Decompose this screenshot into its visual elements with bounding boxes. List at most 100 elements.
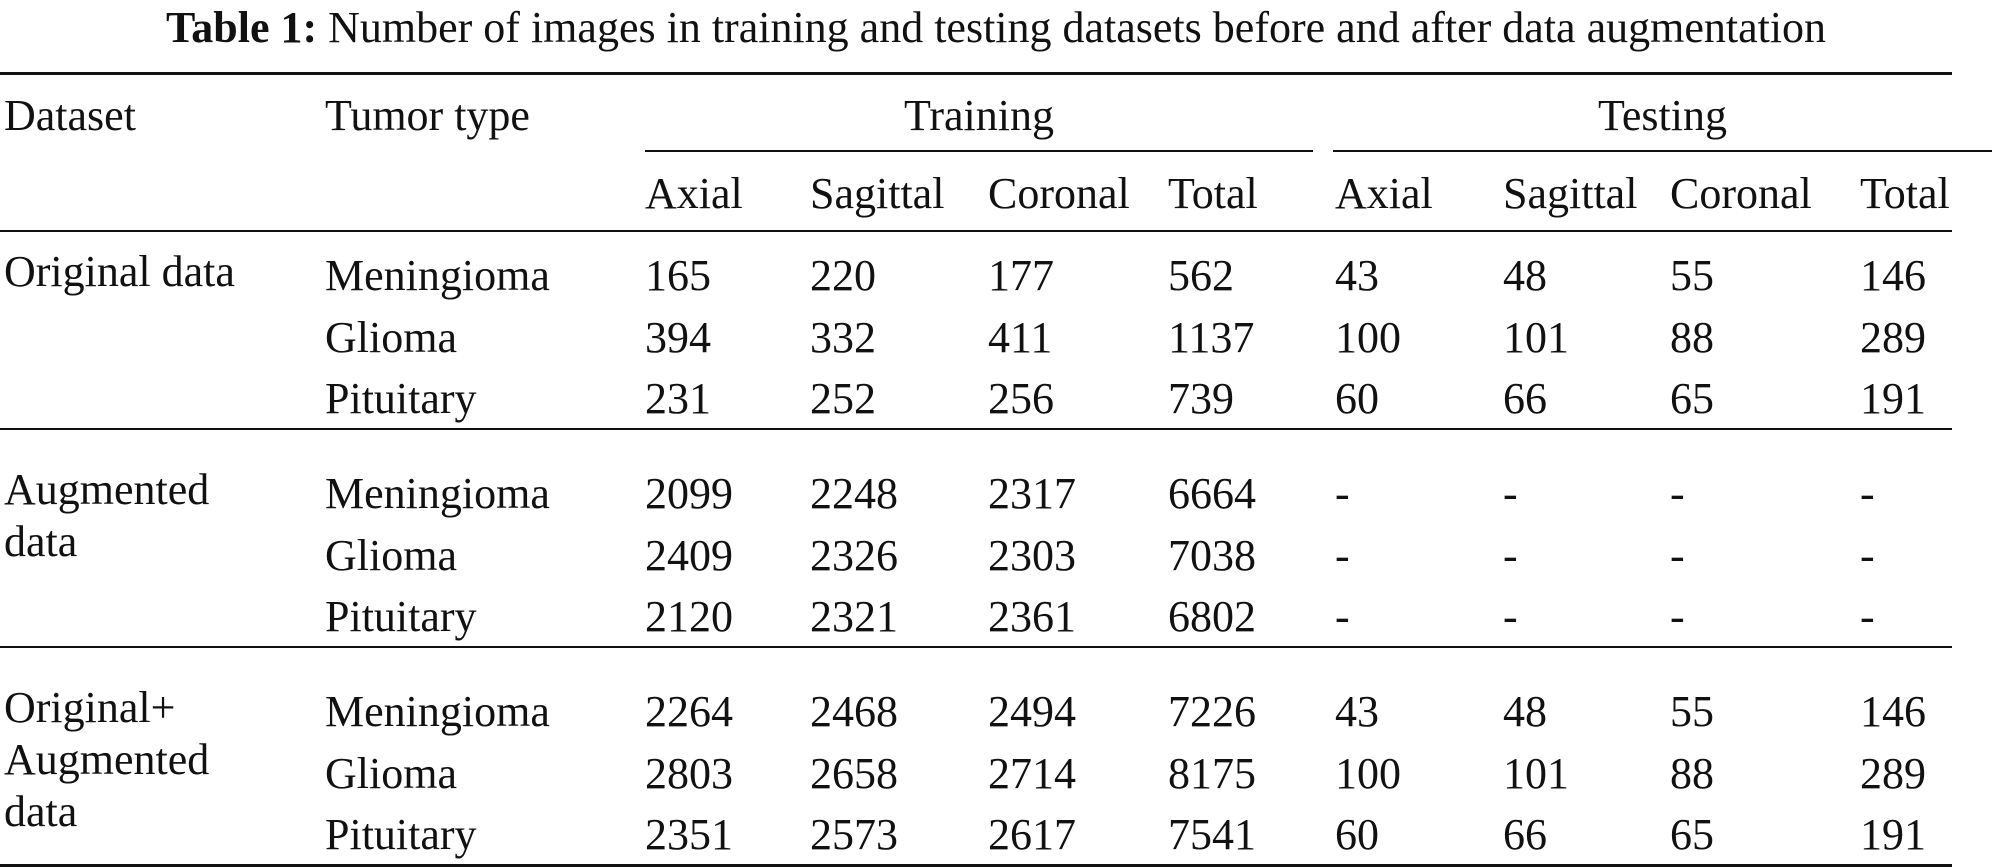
dataset-label: data: [4, 787, 78, 836]
header-sub-total: Total: [1168, 169, 1258, 218]
value-cell: 65: [1670, 810, 1714, 859]
value-cell: 2573: [810, 810, 898, 859]
value-cell: -: [1503, 469, 1518, 518]
value-cell: 48: [1503, 251, 1547, 300]
tumor-type-cell: Pituitary: [325, 810, 477, 859]
value-cell: 289: [1860, 312, 1926, 362]
dataset-label: Augmented: [4, 735, 210, 784]
value-cell: 43: [1335, 251, 1379, 300]
header-dataset: Dataset: [4, 91, 136, 140]
value-cell: 2617: [988, 810, 1076, 859]
value-cell: 256: [988, 374, 1054, 423]
header-sub-axial: Axial: [645, 169, 743, 218]
bottom-rule: [0, 864, 1952, 867]
header-training: Training: [904, 91, 1054, 140]
value-cell: -: [1670, 592, 1685, 641]
tumor-type-cell: Meningioma: [325, 469, 550, 518]
tumor-type-cell: Pituitary: [325, 374, 477, 423]
value-cell: 562: [1168, 251, 1234, 300]
dataset-label: Augmented: [4, 465, 210, 514]
value-cell: 8175: [1168, 748, 1256, 798]
value-cell: 2409: [645, 530, 733, 580]
value-cell: 2714: [988, 748, 1076, 798]
value-cell: 101: [1503, 748, 1569, 798]
value-cell: -: [1335, 530, 1350, 580]
caption-label: Table 1:: [165, 3, 318, 52]
value-cell: 2361: [988, 592, 1076, 641]
value-cell: 177: [988, 251, 1054, 300]
value-cell: 146: [1860, 251, 1926, 300]
value-cell: 48: [1503, 687, 1547, 736]
value-cell: 146: [1860, 687, 1926, 736]
value-cell: 66: [1503, 374, 1547, 423]
tumor-type-cell: Pituitary: [325, 592, 477, 641]
value-cell: 7226: [1168, 687, 1256, 736]
value-cell: 332: [810, 312, 876, 362]
value-cell: 191: [1860, 374, 1926, 423]
header-testing: Testing: [1598, 91, 1727, 140]
header-tumor-type: Tumor type: [325, 91, 530, 140]
tumor-type-cell: Glioma: [325, 748, 457, 798]
value-cell: 2264: [645, 687, 733, 736]
value-cell: 6664: [1168, 469, 1256, 518]
header-bottom-rule: [0, 230, 1952, 232]
value-cell: 60: [1335, 374, 1379, 423]
value-cell: 739: [1168, 374, 1234, 423]
value-cell: 101: [1503, 312, 1569, 362]
value-cell: 2317: [988, 469, 1076, 518]
training-group-rule: [645, 150, 1313, 152]
tumor-type-cell: Meningioma: [325, 251, 550, 300]
tumor-type-cell: Glioma: [325, 312, 457, 362]
table-caption: Table 1: Number of images in training an…: [0, 6, 1992, 50]
value-cell: 2326: [810, 530, 898, 580]
value-cell: -: [1860, 530, 1875, 580]
value-cell: 2099: [645, 469, 733, 518]
value-cell: 220: [810, 251, 876, 300]
value-cell: 2468: [810, 687, 898, 736]
group-divider-rule: [0, 646, 1952, 648]
header-sub-total: Total: [1860, 169, 1950, 218]
dataset-label: Original+: [4, 683, 176, 732]
value-cell: 1137: [1168, 312, 1255, 362]
value-cell: 191: [1860, 810, 1926, 859]
dataset-label: Original data: [4, 247, 235, 296]
value-cell: 55: [1670, 687, 1714, 736]
value-cell: 88: [1670, 312, 1714, 362]
header-sub-axial: Axial: [1335, 169, 1433, 218]
value-cell: 165: [645, 251, 711, 300]
value-cell: -: [1335, 469, 1350, 518]
value-cell: 289: [1860, 748, 1926, 798]
tumor-type-cell: Glioma: [325, 530, 457, 580]
header-sub-sagittal: Sagittal: [1503, 169, 1638, 218]
value-cell: -: [1860, 592, 1875, 641]
header-sub-coronal: Coronal: [988, 169, 1130, 218]
value-cell: 7541: [1168, 810, 1256, 859]
value-cell: 7038: [1168, 530, 1256, 580]
value-cell: 2803: [645, 748, 733, 798]
value-cell: 394: [645, 312, 711, 362]
value-cell: 2351: [645, 810, 733, 859]
value-cell: 411: [988, 312, 1053, 362]
value-cell: 2658: [810, 748, 898, 798]
value-cell: 2321: [810, 592, 898, 641]
tumor-type-cell: Meningioma: [325, 687, 550, 736]
header-sub-sagittal: Sagittal: [810, 169, 945, 218]
value-cell: -: [1335, 592, 1350, 641]
value-cell: 66: [1503, 810, 1547, 859]
value-cell: -: [1670, 530, 1685, 580]
value-cell: 6802: [1168, 592, 1256, 641]
value-cell: -: [1670, 469, 1685, 518]
testing-group-rule: [1333, 150, 1992, 152]
value-cell: 252: [810, 374, 876, 423]
value-cell: 2303: [988, 530, 1076, 580]
value-cell: 43: [1335, 687, 1379, 736]
value-cell: -: [1860, 469, 1875, 518]
value-cell: 100: [1335, 748, 1401, 798]
value-cell: -: [1503, 530, 1518, 580]
value-cell: 2248: [810, 469, 898, 518]
top-rule: [0, 72, 1952, 75]
value-cell: 55: [1670, 251, 1714, 300]
value-cell: 65: [1670, 374, 1714, 423]
value-cell: 2120: [645, 592, 733, 641]
caption-text: Number of images in training and testing…: [328, 3, 1827, 52]
